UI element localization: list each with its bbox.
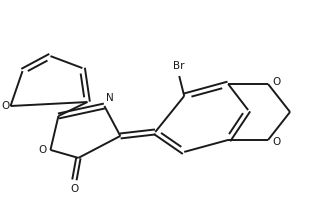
Text: O: O	[272, 137, 280, 147]
Text: O: O	[70, 184, 79, 194]
Text: O: O	[38, 145, 46, 155]
Text: O: O	[272, 77, 280, 87]
Text: O: O	[1, 101, 10, 111]
Text: Br: Br	[173, 61, 185, 71]
Text: N: N	[106, 93, 114, 103]
